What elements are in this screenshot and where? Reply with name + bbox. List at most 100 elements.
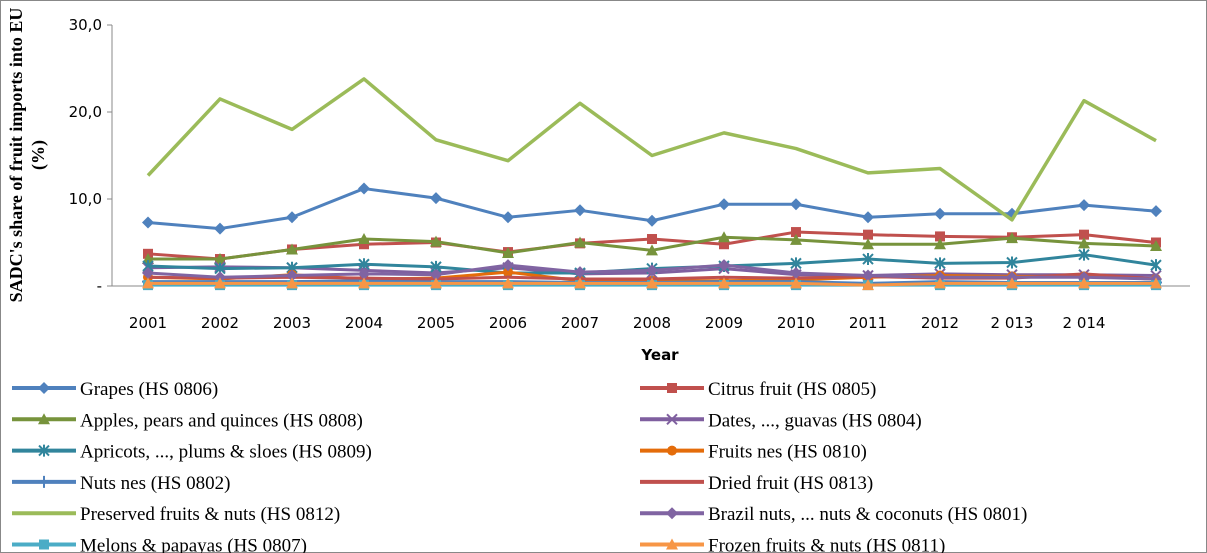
legend-label: Dates, ..., guavas (HS 0804) bbox=[708, 410, 922, 431]
legend-marker bbox=[38, 382, 50, 394]
x-tick-label: 2005 bbox=[417, 314, 455, 332]
data-point bbox=[1078, 248, 1090, 261]
data-point bbox=[934, 277, 946, 289]
x-tick-label: 2 013 bbox=[991, 314, 1034, 332]
data-point bbox=[934, 257, 946, 270]
legend-label: Dried fruit (HS 0813) bbox=[708, 473, 873, 494]
data-point bbox=[934, 207, 946, 220]
data-point bbox=[502, 277, 514, 289]
y-tick-label: - bbox=[97, 277, 102, 295]
data-point bbox=[358, 267, 370, 280]
x-axis-title: Year bbox=[640, 346, 679, 364]
data-point bbox=[286, 243, 298, 255]
legend-marker bbox=[667, 383, 677, 393]
y-axis-title: (%) bbox=[28, 140, 49, 170]
data-point bbox=[646, 264, 658, 277]
y-tick-label: 20,0 bbox=[69, 103, 102, 121]
legend-label: Fruits nes (HS 0810) bbox=[708, 442, 867, 463]
x-tick-label: 2001 bbox=[129, 314, 167, 332]
series bbox=[142, 182, 1162, 235]
legend-label: Frozen fruits & nuts (HS 0811) bbox=[708, 536, 945, 553]
data-point bbox=[1079, 229, 1089, 240]
series bbox=[142, 231, 1162, 265]
data-point bbox=[646, 244, 658, 256]
data-point bbox=[502, 211, 514, 224]
data-point bbox=[862, 253, 874, 266]
data-point bbox=[1006, 277, 1018, 289]
data-point bbox=[574, 204, 586, 217]
data-point bbox=[862, 269, 874, 282]
data-point bbox=[1078, 199, 1090, 212]
data-point bbox=[718, 231, 730, 243]
x-tick-label: 2007 bbox=[561, 314, 599, 332]
legend-label: Brazil nuts, ... nuts & coconuts (HS 080… bbox=[708, 504, 1027, 525]
series bbox=[146, 77, 1157, 222]
data-point bbox=[719, 239, 729, 250]
data-point bbox=[358, 277, 370, 289]
data-point bbox=[934, 238, 946, 250]
data-point bbox=[791, 227, 801, 238]
data-point bbox=[430, 277, 442, 289]
data-point bbox=[862, 279, 874, 291]
legend-marker bbox=[667, 445, 677, 456]
data-point bbox=[862, 211, 874, 224]
data-point bbox=[358, 233, 370, 245]
data-point bbox=[1150, 277, 1162, 289]
data-point bbox=[142, 277, 154, 289]
data-point bbox=[502, 246, 514, 258]
data-point bbox=[1150, 205, 1162, 218]
legend-label: Melons & papayas (HS 0807) bbox=[80, 536, 307, 553]
data-point bbox=[430, 268, 442, 281]
legend-marker bbox=[38, 444, 50, 457]
series bbox=[142, 277, 1162, 291]
data-point bbox=[1078, 277, 1090, 289]
legend-label: Apricots, ..., plums & sloes (HS 0809) bbox=[80, 442, 372, 463]
data-point bbox=[1078, 237, 1090, 249]
legend-marker bbox=[666, 507, 678, 520]
y-axis-title: SADC's share of fruit imports into EU bbox=[6, 8, 26, 303]
y-tick-label: 30,0 bbox=[69, 16, 102, 34]
data-point bbox=[574, 277, 586, 289]
data-point bbox=[214, 253, 226, 265]
data-point bbox=[142, 253, 154, 265]
data-point bbox=[286, 269, 298, 282]
legend-marker bbox=[666, 538, 678, 550]
data-point bbox=[286, 277, 298, 289]
data-point bbox=[574, 236, 586, 248]
legend-marker bbox=[38, 475, 50, 488]
x-tick-label: 2002 bbox=[201, 314, 239, 332]
legend-marker bbox=[39, 539, 49, 550]
x-tick-label: 2009 bbox=[705, 314, 743, 332]
data-point bbox=[646, 277, 658, 289]
data-point bbox=[718, 198, 730, 211]
x-tick-label: 2004 bbox=[345, 314, 383, 332]
data-point bbox=[286, 211, 298, 224]
x-tick-label: 2006 bbox=[489, 314, 527, 332]
legend-marker bbox=[666, 413, 678, 426]
data-point bbox=[790, 233, 802, 245]
legend-label: Nuts nes (HS 0802) bbox=[80, 473, 230, 494]
data-point bbox=[142, 216, 154, 229]
legend-label: Apples, pears and quinces (HS 0808) bbox=[80, 410, 363, 431]
legend-label: Preserved fruits & nuts (HS 0812) bbox=[80, 504, 340, 525]
data-point bbox=[214, 277, 226, 289]
data-point bbox=[862, 238, 874, 250]
data-point bbox=[358, 182, 370, 195]
legend-label: Grapes (HS 0806) bbox=[80, 379, 218, 400]
data-point bbox=[863, 229, 873, 240]
data-point bbox=[1006, 232, 1018, 244]
x-tick-label: 2 014 bbox=[1063, 314, 1106, 332]
data-point bbox=[647, 234, 657, 245]
data-point bbox=[718, 259, 730, 272]
x-tick-label: 2012 bbox=[921, 314, 959, 332]
legend-marker bbox=[38, 413, 50, 425]
data-point bbox=[503, 267, 513, 278]
data-point bbox=[790, 277, 802, 289]
data-point bbox=[1006, 256, 1018, 269]
data-point bbox=[718, 277, 730, 289]
data-point bbox=[1150, 239, 1162, 251]
x-tick-label: 2008 bbox=[633, 314, 671, 332]
y-tick-label: 10,0 bbox=[69, 190, 102, 208]
x-tick-label: 2010 bbox=[777, 314, 815, 332]
